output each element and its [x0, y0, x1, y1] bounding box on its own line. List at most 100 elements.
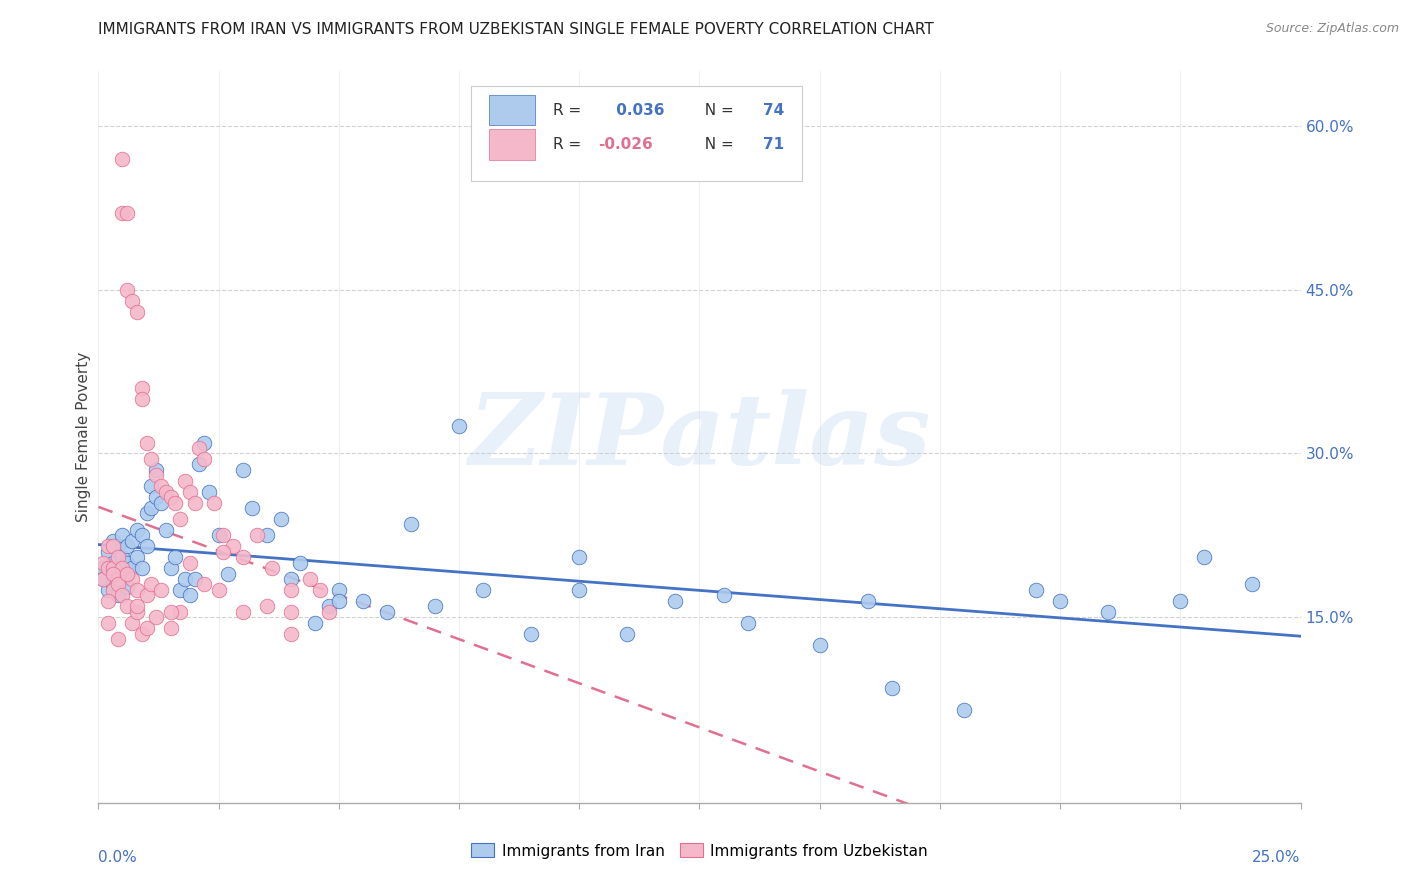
- Point: [107, 550, 129, 565]
- Point: [737, 615, 759, 630]
- Point: [141, 577, 163, 591]
- Point: [174, 474, 197, 488]
- Point: [91, 572, 114, 586]
- Point: [125, 550, 148, 565]
- Point: [169, 605, 191, 619]
- Point: [808, 638, 831, 652]
- Point: [107, 561, 129, 575]
- Text: 74: 74: [763, 103, 785, 118]
- Point: [125, 599, 148, 614]
- Point: [328, 582, 350, 597]
- Point: [188, 458, 211, 472]
- Point: [145, 610, 167, 624]
- Point: [131, 561, 153, 575]
- Point: [260, 561, 283, 575]
- Text: 71: 71: [763, 137, 785, 152]
- Point: [141, 451, 163, 466]
- Point: [117, 599, 139, 614]
- Point: [121, 572, 143, 586]
- Point: [183, 495, 205, 509]
- Point: [423, 599, 446, 614]
- Point: [198, 484, 221, 499]
- Point: [101, 556, 124, 570]
- Point: [131, 626, 153, 640]
- Point: [125, 304, 148, 318]
- Point: [616, 626, 638, 640]
- Point: [280, 582, 302, 597]
- FancyBboxPatch shape: [471, 86, 801, 181]
- Point: [240, 501, 263, 516]
- Point: [256, 599, 278, 614]
- Point: [1194, 550, 1216, 565]
- Point: [1049, 594, 1071, 608]
- Bar: [489, 95, 534, 126]
- Point: [107, 577, 129, 591]
- Point: [101, 561, 124, 575]
- Point: [155, 523, 177, 537]
- Point: [270, 512, 292, 526]
- Point: [131, 381, 153, 395]
- Point: [318, 599, 340, 614]
- Point: [107, 588, 129, 602]
- Point: [97, 615, 120, 630]
- Point: [447, 419, 470, 434]
- Point: [97, 545, 120, 559]
- Point: [121, 533, 143, 548]
- Point: [217, 566, 239, 581]
- Point: [125, 605, 148, 619]
- Point: [212, 528, 235, 542]
- Point: [193, 451, 215, 466]
- Point: [97, 539, 120, 553]
- Point: [97, 594, 120, 608]
- Point: [125, 582, 148, 597]
- Text: N =: N =: [695, 103, 738, 118]
- Point: [117, 539, 139, 553]
- Point: [1097, 605, 1119, 619]
- Point: [111, 206, 134, 220]
- Point: [568, 582, 591, 597]
- Point: [141, 479, 163, 493]
- Point: [111, 152, 134, 166]
- Text: N =: N =: [695, 137, 738, 152]
- Point: [117, 580, 139, 594]
- Point: [222, 539, 245, 553]
- Point: [125, 523, 148, 537]
- Point: [145, 490, 167, 504]
- Point: [856, 594, 879, 608]
- Point: [97, 561, 120, 575]
- Text: 0.036: 0.036: [610, 103, 664, 118]
- Point: [375, 605, 398, 619]
- Point: [304, 615, 326, 630]
- Point: [131, 528, 153, 542]
- Point: [101, 539, 124, 553]
- Point: [149, 582, 172, 597]
- Point: [145, 463, 167, 477]
- Point: [169, 582, 191, 597]
- Point: [179, 484, 201, 499]
- Text: 25.0%: 25.0%: [1253, 850, 1301, 865]
- Point: [232, 605, 254, 619]
- Point: [1025, 582, 1047, 597]
- Point: [232, 550, 254, 565]
- Point: [159, 490, 181, 504]
- Point: [117, 556, 139, 570]
- Point: [208, 582, 231, 597]
- Bar: [489, 129, 534, 160]
- Point: [135, 435, 157, 450]
- Point: [664, 594, 686, 608]
- Point: [208, 528, 231, 542]
- Text: -0.026: -0.026: [599, 137, 654, 152]
- Point: [169, 512, 191, 526]
- Point: [212, 545, 235, 559]
- Point: [1241, 577, 1264, 591]
- Point: [97, 582, 120, 597]
- Point: [145, 468, 167, 483]
- Point: [174, 572, 197, 586]
- Point: [520, 626, 543, 640]
- Point: [121, 561, 143, 575]
- Point: [101, 566, 124, 581]
- Point: [159, 621, 181, 635]
- Point: [117, 566, 139, 581]
- Point: [111, 528, 134, 542]
- Point: [131, 392, 153, 406]
